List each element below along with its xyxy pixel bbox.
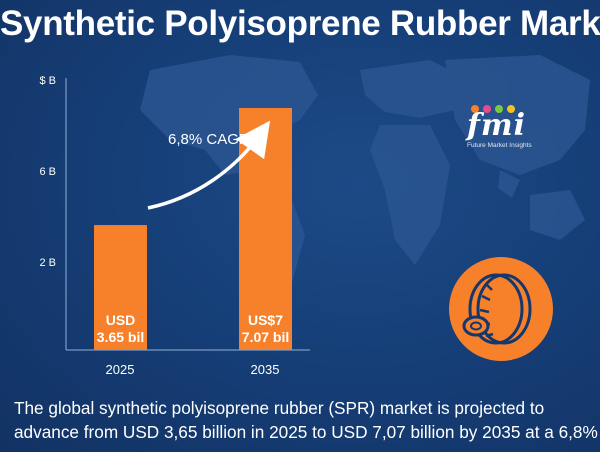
caption-line-1: The global synthetic polyisoprene rubber…	[14, 398, 545, 418]
x-tick-label: 2025	[106, 362, 135, 377]
bar-data-label: US$7	[248, 312, 283, 328]
bar-data-label: 3.65 bil	[97, 329, 144, 345]
logo-mark: fmi	[467, 108, 527, 143]
fmi-logo: fmi Future Market Insights	[457, 102, 547, 154]
caption: The global synthetic polyisoprene rubber…	[14, 396, 598, 444]
tire-icon	[449, 257, 553, 361]
cagr-annotation: 6,8% CAGR	[168, 131, 250, 148]
x-tick-label: 2035	[251, 362, 280, 377]
logo-dots-icon	[471, 105, 515, 113]
bar-data-label: USD	[106, 312, 136, 328]
bar-2025	[94, 225, 147, 350]
bar-data-label: 7.07 bil	[242, 329, 289, 345]
y-tick-label: $ B	[39, 75, 56, 87]
caption-line-2: advance from USD 3,65 billion in 2025 to…	[14, 422, 598, 442]
cagr-arrow	[147, 120, 271, 210]
logo-subtitle: Future Market Insights	[467, 142, 532, 149]
page-title: Synthetic Polyisoprene Rubber Market	[0, 4, 600, 43]
y-tick-label: 2 B	[39, 257, 56, 269]
y-tick-label: 6 B	[39, 166, 56, 178]
